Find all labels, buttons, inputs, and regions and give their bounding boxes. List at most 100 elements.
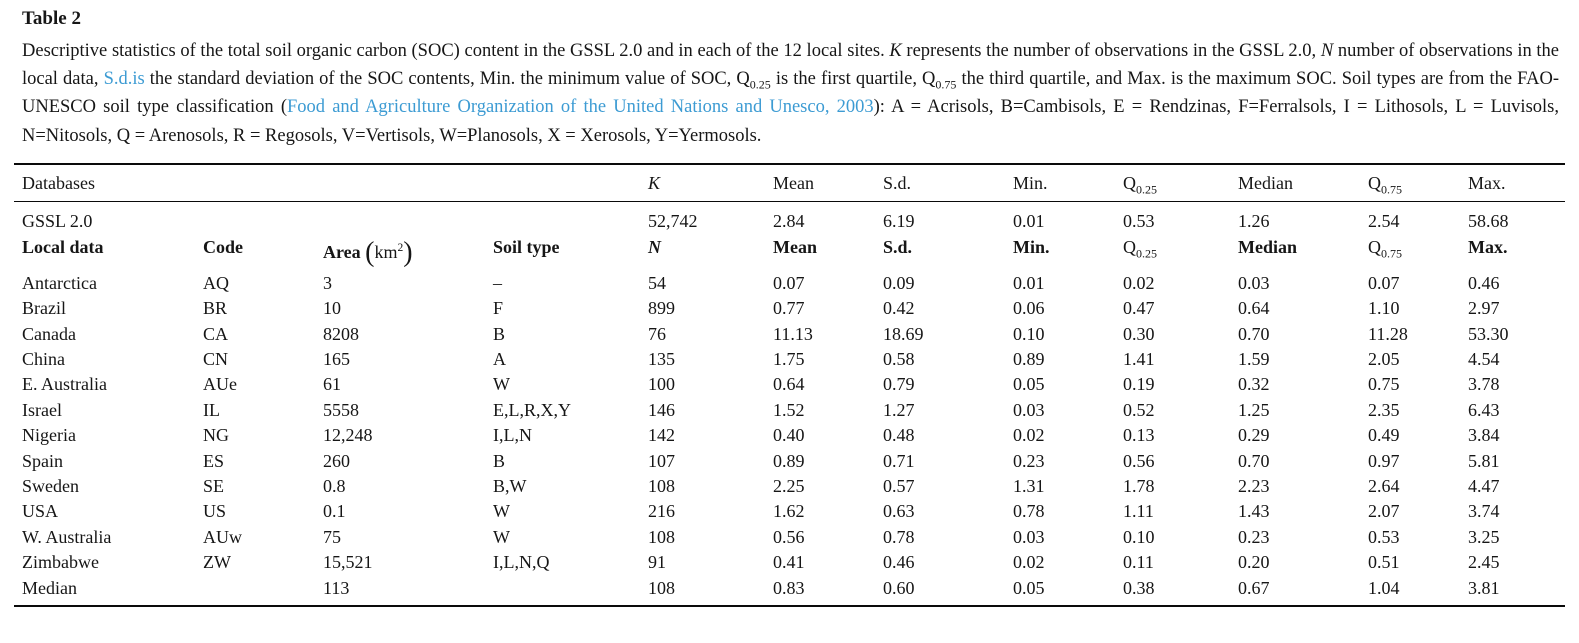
table-cell: 0.11 <box>1123 552 1154 573</box>
table-title: Table 2 <box>22 8 81 29</box>
table-cell: 3 <box>323 272 332 293</box>
table-cell: 0.02 <box>1123 272 1155 293</box>
table-cell: 0.75 <box>1368 374 1400 395</box>
table-cell: 0.56 <box>773 526 805 547</box>
row-label: Median <box>22 577 77 598</box>
table-cell: 0.49 <box>1368 425 1400 446</box>
table-cell: 0.07 <box>1368 272 1400 293</box>
table-cell: 0.53 <box>1368 526 1400 547</box>
table-cell: 1.59 <box>1238 349 1270 370</box>
table-cell: W <box>493 526 510 547</box>
table-cell <box>195 576 315 606</box>
table-cell: 1.41 <box>1123 349 1155 370</box>
table-cell: 61 <box>323 374 341 395</box>
table-row: Sweden SE 0.8 B,W 108 2.25 0.57 1.31 1.78 2.23 2.6… <box>14 474 1565 499</box>
table-cell: B,W <box>493 476 527 497</box>
table-cell: 3.84 <box>1468 425 1500 446</box>
q-label: Q <box>1123 236 1137 257</box>
table-cell: 108 <box>648 476 676 497</box>
table-cell: 18.69 <box>883 323 924 344</box>
table-cell: 0.23 <box>1013 450 1045 471</box>
table-cell: 899 <box>648 298 676 319</box>
table-cell: 3.74 <box>1468 501 1500 522</box>
q-subscript: 0.25 <box>1136 246 1158 261</box>
table-cell: 1.11 <box>1123 501 1154 522</box>
sd-link[interactable]: S.d.is <box>103 69 145 90</box>
table-cell: 142 <box>648 425 676 446</box>
table-cell: 1.31 <box>1013 476 1045 497</box>
table-cell: 0.79 <box>883 374 915 395</box>
table-cell: 0.23 <box>1238 526 1270 547</box>
table-cell: 3.25 <box>1468 526 1500 547</box>
local-data-header-row: Local data Code Area (km2) Soil type N M… <box>14 234 1565 267</box>
column-header-median: Median <box>1230 163 1361 202</box>
table-cell: W <box>493 501 510 522</box>
row-label-gssl: GSSL 2.0 <box>22 210 93 231</box>
column-header-q75: Q0.75 <box>1360 163 1461 202</box>
table-row: Spain ES 260 B 107 0.89 0.71 0.23 0.56 0.70 0.97 5.… <box>14 449 1565 474</box>
column-header-min-local: Min. <box>1013 236 1050 257</box>
column-header-code: Code <box>203 236 243 257</box>
column-header-n: N <box>648 236 662 257</box>
table-cell: 5558 <box>323 399 359 420</box>
table-cell: 0.77 <box>773 298 805 319</box>
table-cell: 0.03 <box>1013 526 1045 547</box>
table-cell: 0.30 <box>1123 323 1155 344</box>
area-unit-exponent: 2 <box>397 241 404 254</box>
column-header-q75-local: Q0.75 <box>1360 234 1460 260</box>
table-cell: 91 <box>648 552 667 573</box>
table-cell: 0.10 <box>1013 323 1045 344</box>
table-cell: B <box>493 450 506 471</box>
column-header-q25: Q0.25 <box>1115 163 1231 202</box>
caption-var-n: N <box>1320 41 1334 61</box>
row-label: China <box>22 349 65 370</box>
table-cell: 0.01 <box>1013 210 1045 231</box>
table-cell: 1.26 <box>1238 210 1270 231</box>
table-cell: 0.38 <box>1123 577 1155 598</box>
table-cell: 6.43 <box>1468 399 1500 420</box>
table-cell: 0.58 <box>883 349 915 370</box>
gssl-summary-row: GSSL 2.0 52,742 2.84 6.19 0.01 0.53 1.26… <box>14 201 1565 234</box>
table-cell: 1.43 <box>1238 501 1270 522</box>
table-cell: CA <box>203 323 229 344</box>
table-cell: 2.64 <box>1368 476 1400 497</box>
table-cell: 58.68 <box>1468 210 1509 231</box>
table-cell: 4.47 <box>1468 476 1500 497</box>
table-cell: 0.01 <box>1013 272 1045 293</box>
caption-text: is the first quartile, Q <box>770 69 936 90</box>
caption-var-k: K <box>889 41 902 61</box>
table-cell: 3.81 <box>1468 577 1500 598</box>
table-row: Canada CA 8208 B 76 11.13 18.69 0.10 0.30 0.70 11.… <box>14 322 1565 347</box>
table-cell: 107 <box>648 450 676 471</box>
table-row: Brazil BR 10 F 899 0.77 0.42 0.06 0.47 0.64 1.10 2.… <box>14 296 1565 321</box>
table-cell: 1.04 <box>1368 577 1400 598</box>
table-cell: 1.78 <box>1123 476 1155 497</box>
q25-subscript: 0.25 <box>749 77 771 92</box>
table-cell: 0.46 <box>1468 272 1500 293</box>
table-cell: W <box>493 374 510 395</box>
table-cell: 0.64 <box>1238 298 1270 319</box>
table-cell: 0.42 <box>883 298 915 319</box>
row-label: Spain <box>22 450 64 471</box>
area-label: Area <box>323 241 361 262</box>
fao-citation-link[interactable]: Food and Agriculture Organization of the… <box>287 97 874 118</box>
table-cell: 2.84 <box>773 210 805 231</box>
table-cell: SE <box>203 476 225 497</box>
table-header-row: Databases K Mean S.d. Min. Q0.25 Median … <box>14 163 1566 202</box>
table-cell: 165 <box>323 349 350 370</box>
table-cell: 0.05 <box>1013 374 1045 395</box>
table-cell: 2.05 <box>1368 349 1400 370</box>
table-cell: 0.70 <box>1238 450 1270 471</box>
table-cell: 53.30 <box>1468 323 1509 344</box>
area-unit: km <box>374 241 398 262</box>
column-header-area: Area (km2) <box>315 234 485 266</box>
table-cell: BR <box>203 298 228 319</box>
row-label: Canada <box>22 323 76 344</box>
table-cell: 135 <box>648 349 676 370</box>
table-cell: E,L,R,X,Y <box>493 399 571 420</box>
caption-text: the standard deviation of the SOC conten… <box>144 69 750 90</box>
table-cell: 11.28 <box>1368 323 1408 344</box>
row-label: USA <box>22 501 59 522</box>
table-cell: A <box>493 349 506 370</box>
table-cell: 2.97 <box>1468 298 1500 319</box>
